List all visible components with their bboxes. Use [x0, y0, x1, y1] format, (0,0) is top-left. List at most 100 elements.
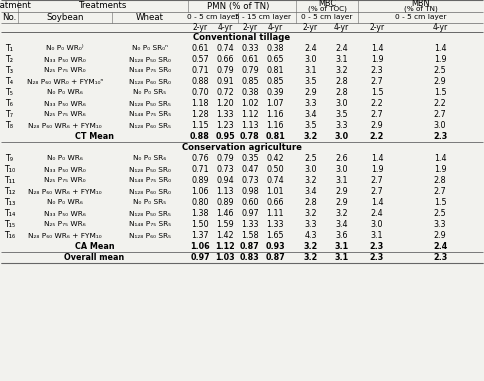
Text: 2.7: 2.7 — [371, 110, 383, 119]
Text: 0.47: 0.47 — [241, 165, 259, 174]
Text: N₀ P₀ SR₀ⁿ: N₀ P₀ SR₀ⁿ — [132, 45, 168, 51]
Text: 0.94: 0.94 — [216, 176, 234, 185]
Text: N₁₂₈ P₅₀ SR₅: N₁₂₈ P₅₀ SR₅ — [129, 210, 171, 216]
Text: 0.97: 0.97 — [190, 253, 210, 262]
Text: 0.66: 0.66 — [266, 198, 284, 207]
Text: 2.9: 2.9 — [434, 77, 446, 86]
Text: 1.58: 1.58 — [241, 231, 259, 240]
Text: T₂: T₂ — [5, 55, 14, 64]
Text: 1.28: 1.28 — [191, 110, 209, 119]
Text: 3.1: 3.1 — [371, 231, 383, 240]
Text: 0.87: 0.87 — [265, 253, 285, 262]
Text: 3.4: 3.4 — [335, 220, 348, 229]
Text: 2.8: 2.8 — [335, 77, 348, 86]
Text: 0.65: 0.65 — [266, 55, 284, 64]
Text: N₃₃ P₅₀ WR₆: N₃₃ P₅₀ WR₆ — [44, 101, 86, 107]
Text: (% of TN): (% of TN) — [404, 5, 438, 12]
Text: N₃₃ P₅₀ WR₀: N₃₃ P₅₀ WR₀ — [44, 56, 86, 62]
Text: 2.9: 2.9 — [434, 231, 446, 240]
Text: 0.57: 0.57 — [191, 55, 209, 64]
Text: N₁₂₈ P₆₀ SR₀: N₁₂₈ P₆₀ SR₀ — [129, 78, 171, 85]
Text: 0.71: 0.71 — [191, 165, 209, 174]
Text: N₁₂₈ P₆₀ SR₅: N₁₂₈ P₆₀ SR₅ — [129, 232, 171, 239]
Text: 1.06: 1.06 — [191, 187, 209, 196]
Text: 3.2: 3.2 — [304, 209, 317, 218]
Text: N₂₈ P₆₀ WR₀ + FYM₁₀ⁿ: N₂₈ P₆₀ WR₀ + FYM₁₀ⁿ — [27, 78, 103, 85]
Text: 2.7: 2.7 — [434, 110, 446, 119]
Text: 3.0: 3.0 — [304, 165, 317, 174]
Text: 1.4: 1.4 — [371, 198, 383, 207]
Text: 1.4: 1.4 — [434, 154, 446, 163]
Text: 1.9: 1.9 — [371, 165, 383, 174]
Text: 4-yr: 4-yr — [217, 23, 233, 32]
Text: (% of TOC): (% of TOC) — [307, 5, 347, 12]
Text: N₂₈ P₆₀ WR₆ + FYM₁₀: N₂₈ P₆₀ WR₆ + FYM₁₀ — [28, 189, 102, 194]
Text: 1.5: 1.5 — [434, 198, 446, 207]
Text: N₂₅ P₇₅ WR₆: N₂₅ P₇₅ WR₆ — [44, 221, 86, 227]
Text: T₁₂: T₁₂ — [4, 187, 15, 196]
Text: 2.4: 2.4 — [335, 44, 348, 53]
Text: 1.4: 1.4 — [371, 44, 383, 53]
Text: 1.65: 1.65 — [266, 231, 284, 240]
Text: 0.79: 0.79 — [241, 66, 259, 75]
Text: 0.33: 0.33 — [241, 44, 259, 53]
Text: 0.88: 0.88 — [190, 132, 210, 141]
Text: 1.9: 1.9 — [434, 55, 446, 64]
Text: 3.2: 3.2 — [303, 132, 318, 141]
Text: 0.70: 0.70 — [191, 88, 209, 97]
Text: N₂₅ P₇₅ WR₀: N₂₅ P₇₅ WR₀ — [44, 178, 86, 184]
Text: 1.12: 1.12 — [241, 110, 259, 119]
Text: 3.0: 3.0 — [304, 55, 317, 64]
Text: 2.7: 2.7 — [371, 77, 383, 86]
Text: 1.33: 1.33 — [241, 220, 259, 229]
Text: 2.3: 2.3 — [370, 242, 384, 251]
Text: Treatments: Treatments — [79, 2, 127, 11]
Text: N₀ P₀ SR₆: N₀ P₀ SR₆ — [134, 155, 166, 162]
Text: 0.66: 0.66 — [216, 55, 234, 64]
Text: 4.3: 4.3 — [304, 231, 317, 240]
Text: 0 - 5 cm layer: 0 - 5 cm layer — [187, 14, 239, 21]
Text: 1.9: 1.9 — [371, 55, 383, 64]
Text: N₁₄₈ P₇₅ SR₀: N₁₄₈ P₇₅ SR₀ — [129, 67, 171, 74]
Text: 1.42: 1.42 — [216, 231, 234, 240]
Text: 3.1: 3.1 — [334, 242, 348, 251]
Text: 0.73: 0.73 — [216, 165, 234, 174]
Text: N₂₅ P₇₅ WR₆: N₂₅ P₇₅ WR₆ — [44, 112, 86, 117]
Text: 1.59: 1.59 — [216, 220, 234, 229]
Text: 3.2: 3.2 — [303, 253, 318, 262]
Text: 1.02: 1.02 — [241, 99, 259, 108]
Text: 3.4: 3.4 — [304, 110, 317, 119]
Text: 2.5: 2.5 — [304, 154, 317, 163]
Text: 2.3: 2.3 — [433, 132, 447, 141]
Text: 2.8: 2.8 — [434, 176, 446, 185]
Text: 1.33: 1.33 — [266, 220, 284, 229]
Text: T₁₄: T₁₄ — [4, 209, 15, 218]
Text: Wheat: Wheat — [136, 13, 164, 22]
Text: 2.7: 2.7 — [434, 187, 446, 196]
Text: 0.85: 0.85 — [241, 77, 259, 86]
Text: 1.12: 1.12 — [215, 242, 235, 251]
Text: 0.71: 0.71 — [191, 66, 209, 75]
Text: Overall mean: Overall mean — [64, 253, 124, 262]
Text: 1.46: 1.46 — [216, 209, 234, 218]
Text: 0.42: 0.42 — [266, 154, 284, 163]
Text: N₃₃ P₅₀ WR₀: N₃₃ P₅₀ WR₀ — [44, 166, 86, 173]
Text: 0.72: 0.72 — [216, 88, 234, 97]
Text: N₁₂₈ P₅₀ SR₅: N₁₂₈ P₅₀ SR₅ — [129, 101, 171, 107]
Text: 1.16: 1.16 — [266, 110, 284, 119]
Text: 2.7: 2.7 — [371, 176, 383, 185]
Text: 2.9: 2.9 — [335, 198, 348, 207]
Text: 0.95: 0.95 — [215, 132, 235, 141]
Text: 2.4: 2.4 — [304, 44, 317, 53]
Text: N₀ P₀ WR₆: N₀ P₀ WR₆ — [47, 155, 83, 162]
Text: T₃: T₃ — [5, 66, 14, 75]
Text: 3.5: 3.5 — [304, 121, 317, 130]
Text: 2.3: 2.3 — [371, 66, 383, 75]
Text: 3.0: 3.0 — [335, 99, 348, 108]
Text: 3.1: 3.1 — [304, 66, 317, 75]
Text: Conventional tillage: Conventional tillage — [194, 33, 290, 42]
Text: 0.61: 0.61 — [241, 55, 259, 64]
Text: T₁₃: T₁₃ — [4, 198, 15, 207]
Text: T₈: T₈ — [5, 121, 14, 130]
Text: 0.97: 0.97 — [241, 209, 259, 218]
